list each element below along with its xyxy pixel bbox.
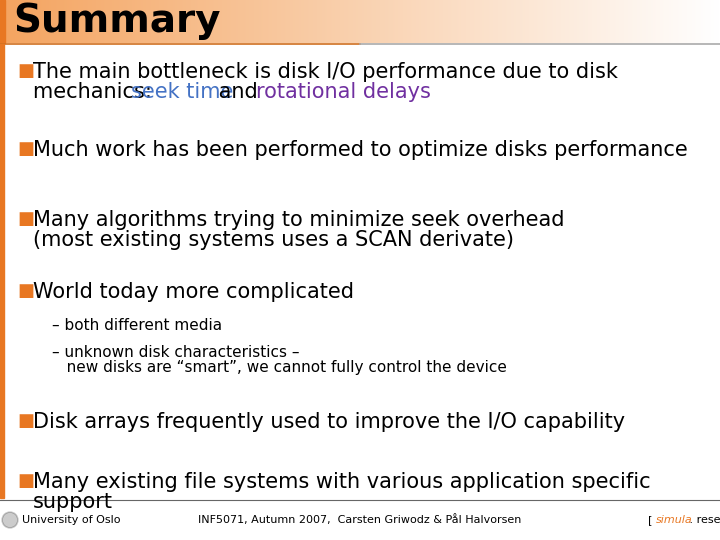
- Text: ■: ■: [17, 282, 34, 300]
- Text: simula: simula: [656, 515, 693, 525]
- Text: ■: ■: [17, 62, 34, 80]
- Text: . research laboratory ]: . research laboratory ]: [686, 515, 720, 525]
- Text: and: and: [212, 82, 264, 102]
- Circle shape: [2, 512, 18, 528]
- Text: The main bottleneck is disk I/O performance due to disk: The main bottleneck is disk I/O performa…: [33, 62, 618, 82]
- Text: INF5071, Autumn 2007,  Carsten Griwodz & Pål Halvorsen: INF5071, Autumn 2007, Carsten Griwodz & …: [198, 515, 522, 525]
- Text: Disk arrays frequently used to improve the I/O capability: Disk arrays frequently used to improve t…: [33, 412, 625, 432]
- Text: ■: ■: [17, 210, 34, 228]
- Text: rotational delays: rotational delays: [256, 82, 431, 102]
- Bar: [0, 0, 5, 43]
- Text: ■: ■: [17, 140, 34, 158]
- Text: support: support: [33, 492, 113, 512]
- Text: Summary: Summary: [13, 2, 220, 40]
- Text: University of Oslo: University of Oslo: [22, 515, 120, 525]
- Text: ■: ■: [17, 412, 34, 430]
- Text: seek time: seek time: [131, 82, 233, 102]
- Text: Many existing file systems with various application specific: Many existing file systems with various …: [33, 472, 651, 492]
- Text: ■: ■: [17, 472, 34, 490]
- Text: new disks are “smart”, we cannot fully control the device: new disks are “smart”, we cannot fully c…: [52, 360, 507, 375]
- Text: mechanics:: mechanics:: [33, 82, 158, 102]
- Text: World today more complicated: World today more complicated: [33, 282, 354, 302]
- Text: Much work has been performed to optimize disks performance: Much work has been performed to optimize…: [33, 140, 688, 160]
- Text: – both different media: – both different media: [52, 318, 222, 333]
- Bar: [0, 44, 4, 498]
- Text: – unknown disk characteristics –: – unknown disk characteristics –: [52, 345, 300, 360]
- Text: (most existing systems uses a SCAN derivate): (most existing systems uses a SCAN deriv…: [33, 230, 514, 250]
- Text: Many algorithms trying to minimize seek overhead: Many algorithms trying to minimize seek …: [33, 210, 564, 230]
- Text: [: [: [648, 515, 656, 525]
